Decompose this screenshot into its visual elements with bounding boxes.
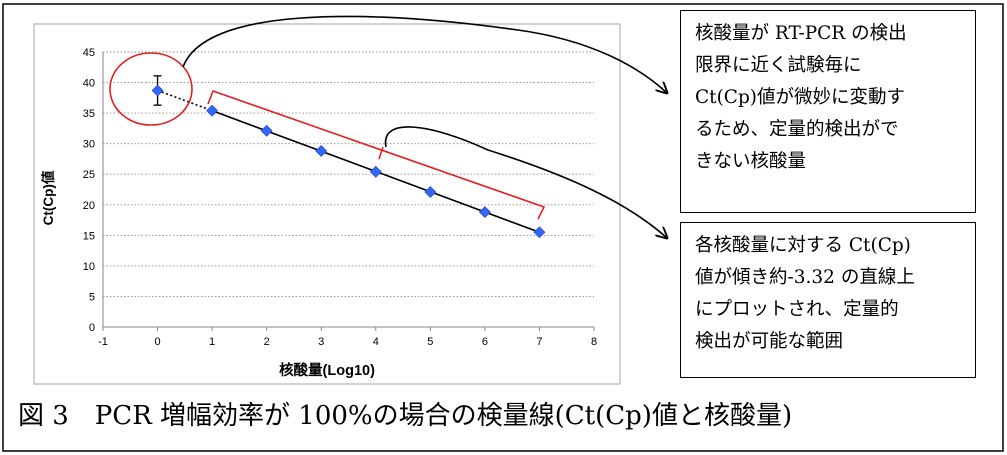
y-tick-label: 20 bbox=[83, 200, 95, 212]
figure-caption: 図 3 PCR 増幅効率が 100%の場合の検量線(Ct(Cp)値と核酸量) bbox=[18, 401, 793, 431]
extension-line bbox=[157, 89, 213, 112]
x-tick-label: 7 bbox=[536, 336, 542, 348]
x-tick-label: 2 bbox=[264, 336, 270, 348]
x-tick-label: 4 bbox=[373, 336, 379, 348]
x-tick-label: 6 bbox=[482, 336, 488, 348]
data-point bbox=[369, 165, 382, 178]
data-point bbox=[315, 145, 328, 157]
y-tick-label: 15 bbox=[83, 230, 95, 242]
data-point bbox=[533, 226, 546, 239]
axes bbox=[102, 52, 595, 331]
callout-line: るため、定量的検出がで bbox=[695, 119, 899, 140]
x-tick-label: 8 bbox=[591, 336, 597, 348]
x-axis-label: 核酸量(Log10) bbox=[279, 361, 375, 379]
linear-range-bracket bbox=[207, 90, 545, 220]
x-tick-label: 3 bbox=[318, 336, 324, 348]
callout-line: 各核酸量に対する Ct(Cp) bbox=[695, 235, 911, 256]
y-tick-label: 35 bbox=[83, 108, 95, 120]
data-point bbox=[151, 84, 164, 97]
callout-line: 核酸量が RT-PCR の検出 bbox=[695, 23, 907, 44]
leader-arrow-top bbox=[182, 15, 667, 93]
y-tick-label: 45 bbox=[83, 47, 95, 59]
y-tick-label: 30 bbox=[83, 139, 95, 151]
x-tick-label: 1 bbox=[209, 336, 215, 348]
data-point bbox=[424, 186, 437, 198]
y-tick-label: 10 bbox=[83, 261, 95, 273]
data-point bbox=[478, 206, 491, 219]
callout-line: 限界に近く試験毎に bbox=[695, 55, 862, 76]
y-tick-label: 40 bbox=[83, 78, 95, 90]
callout-line: 検出が可能な範囲 bbox=[695, 331, 844, 352]
y-tick-label: 0 bbox=[89, 322, 95, 334]
data-point bbox=[206, 104, 219, 117]
x-tick-label: 0 bbox=[154, 336, 160, 348]
x-tick-label: 5 bbox=[427, 336, 433, 348]
callout-line: きない核酸量 bbox=[695, 151, 807, 172]
y-tick-label: 25 bbox=[83, 169, 95, 181]
callout-line: にプロットされ、定量的 bbox=[695, 299, 899, 320]
x-tick-label: -1 bbox=[98, 336, 108, 348]
leader-arrow-bottom bbox=[384, 126, 667, 238]
callout-line: 値が傾き約-3.32 の直線上 bbox=[695, 267, 915, 288]
callout-line: Ct(Cp)値が微妙に変動す bbox=[695, 87, 906, 108]
gridlines bbox=[103, 51, 594, 297]
y-tick-label: 5 bbox=[89, 291, 95, 303]
data-point bbox=[260, 124, 273, 137]
callout-detection-limit: 核酸量が RT-PCR の検出 限界に近く試験毎に Ct(Cp)値が微妙に変動す… bbox=[680, 10, 976, 213]
low-concentration-highlight-circle bbox=[109, 52, 193, 126]
data-points bbox=[151, 84, 546, 239]
chart-area-border bbox=[33, 23, 621, 385]
y-axis-label: Ct(Cp)値 bbox=[40, 170, 56, 225]
callout-quantifiable-range: 各核酸量に対する Ct(Cp) 値が傾き約-3.32 の直線上 にプロットされ、… bbox=[680, 222, 976, 378]
